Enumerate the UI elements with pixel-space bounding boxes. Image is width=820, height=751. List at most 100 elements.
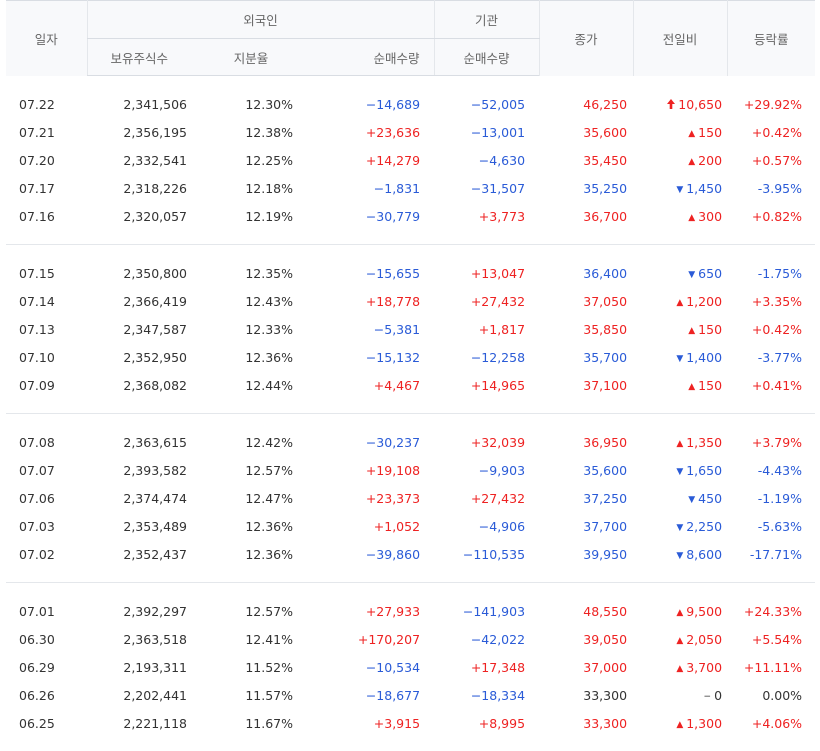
holdings-cell: 2,356,195 [123, 124, 187, 140]
holdings-cell: 2,352,950 [123, 349, 187, 365]
triangle-down-icon: ▼ [676, 353, 684, 364]
ratio-cell: 12.57% [245, 462, 293, 478]
ratio-cell: 12.42% [245, 434, 293, 450]
date-cell: 07.14 [19, 293, 55, 309]
foreign-net-cell: +27,933 [365, 603, 421, 619]
header-close: 종가 [538, 0, 634, 76]
change-value: 1,650 [686, 462, 723, 478]
holdings-cell: 2,363,518 [123, 631, 187, 647]
date-cell: 07.02 [19, 546, 55, 562]
inst-net-cell: +17,348 [470, 659, 526, 675]
change-cell: ▼ 1,450 [633, 174, 727, 202]
ratio-cell: 11.67% [245, 715, 293, 731]
ratio-cell: 12.43% [245, 293, 293, 309]
change-value: 1,450 [686, 180, 723, 196]
change-cell: ▼ 450 [633, 484, 727, 512]
holdings-cell: 2,363,615 [123, 434, 187, 450]
date-cell: 07.09 [19, 377, 55, 393]
change-value: 2,050 [686, 631, 723, 647]
rate-cell: -3.77% [757, 349, 803, 365]
foreign-net-cell: +1,052 [373, 518, 421, 534]
investor-trading-table: 일자 외국인 기관 종가 전일비 등락률 보유주식수 지분율 순매수량 순매수량… [6, 0, 816, 738]
rate-cell: +0.41% [751, 377, 803, 393]
rate-cell: +3.35% [751, 293, 803, 309]
foreign-net-cell: +23,373 [365, 490, 421, 506]
close-cell: 46,250 [583, 96, 628, 112]
group-divider [6, 568, 816, 583]
inst-net-cell: +32,039 [470, 434, 526, 450]
table-body: 07.22 2,341,506 12.30% −14,689 −52,005 46,250… [6, 76, 816, 738]
change-value: 150 [698, 377, 723, 393]
ratio-cell: 12.33% [245, 321, 293, 337]
inst-net-cell: +3,773 [478, 208, 526, 224]
foreign-net-cell: −30,237 [365, 434, 421, 450]
flat-dash-icon: − [703, 691, 712, 702]
group-top-gap [6, 76, 815, 91]
triangle-up-icon: ▲ [688, 325, 696, 336]
close-cell: 35,850 [583, 321, 628, 337]
foreign-net-cell: −14,689 [365, 96, 421, 112]
holdings-cell: 2,366,419 [123, 293, 187, 309]
change-value: 3,700 [686, 659, 723, 675]
triangle-up-icon: ▲ [676, 719, 684, 730]
triangle-down-icon: ▼ [676, 184, 684, 195]
holdings-cell: 2,193,311 [123, 659, 187, 675]
close-cell: 37,100 [583, 377, 628, 393]
close-cell: 35,600 [583, 124, 628, 140]
close-cell: 37,050 [583, 293, 628, 309]
close-cell: 33,300 [583, 715, 628, 731]
holdings-cell: 2,374,474 [123, 490, 187, 506]
change-value: 1,400 [686, 349, 723, 365]
holdings-cell: 2,368,082 [123, 377, 187, 393]
inst-net-cell: +8,995 [478, 715, 526, 731]
ratio-cell: 12.30% [245, 96, 293, 112]
change-value: 9,500 [686, 603, 723, 619]
triangle-up-icon: ▲ [688, 381, 696, 392]
foreign-net-cell: −30,779 [365, 208, 421, 224]
table-row: 06.29 2,193,311 11.52% −10,534 +17,348 37,000… [6, 653, 815, 681]
rate-cell: +5.54% [751, 631, 803, 647]
rate-cell: 0.00% [762, 687, 803, 703]
change-cell: ▲ 1,350 [633, 428, 727, 456]
table-row: 07.08 2,363,615 12.42% −30,237 +32,039 36,950… [6, 428, 815, 456]
foreign-net-cell: −15,132 [365, 349, 421, 365]
change-cell: ▲ 2,050 [633, 625, 727, 653]
close-cell: 33,300 [583, 687, 628, 703]
table-row: 07.02 2,352,437 12.36% −39,860 −110,535 39,95… [6, 540, 815, 568]
table-row: 07.20 2,332,541 12.25% +14,279 −4,630 35,450 ▲… [6, 146, 815, 174]
inst-net-cell: −42,022 [470, 631, 526, 647]
holdings-cell: 2,393,582 [123, 462, 187, 478]
table-row: 07.06 2,374,474 12.47% +23,373 +27,432 37,250… [6, 484, 815, 512]
header-date: 일자 [6, 0, 87, 76]
change-value: 150 [698, 321, 723, 337]
ratio-cell: 12.36% [245, 349, 293, 365]
change-cell: ▲ 150 [633, 371, 727, 399]
change-cell: −0 [633, 681, 727, 709]
holdings-cell: 2,347,587 [123, 321, 187, 337]
foreign-net-cell: −39,860 [365, 546, 421, 562]
date-cell: 06.25 [19, 715, 55, 731]
header-change: 전일비 [632, 0, 728, 76]
inst-net-cell: −18,334 [470, 687, 526, 703]
table-row: 07.21 2,356,195 12.38% +23,636 −13,001 35,600… [6, 118, 815, 146]
triangle-up-icon: ▲ [676, 438, 684, 449]
table-row: 07.15 2,350,800 12.35% −15,655 +13,047 36,400… [6, 259, 815, 287]
table-row: 07.09 2,368,082 12.44% +4,467 +14,965 37,100 ▲… [6, 371, 815, 399]
foreign-net-cell: +170,207 [357, 631, 421, 647]
change-value: 1,300 [686, 715, 723, 731]
group-top-gap [6, 583, 815, 598]
triangle-up-icon: ▲ [688, 128, 696, 139]
triangle-down-icon: ▼ [676, 466, 684, 477]
date-cell: 07.20 [19, 152, 55, 168]
inst-net-cell: −4,906 [478, 518, 526, 534]
header-holdings: 보유주식수 [86, 38, 191, 76]
header-inst-net: 순매수량 [433, 38, 540, 76]
triangle-down-icon: ▼ [676, 522, 684, 533]
date-cell: 07.08 [19, 434, 55, 450]
triangle-up-icon: ▲ [676, 297, 684, 308]
header-ratio: 지분율 [191, 38, 311, 76]
rate-cell: +24.33% [743, 603, 803, 619]
change-value: 0 [714, 687, 723, 703]
foreign-net-cell: +14,279 [365, 152, 421, 168]
rate-cell: +29.92% [743, 96, 803, 112]
